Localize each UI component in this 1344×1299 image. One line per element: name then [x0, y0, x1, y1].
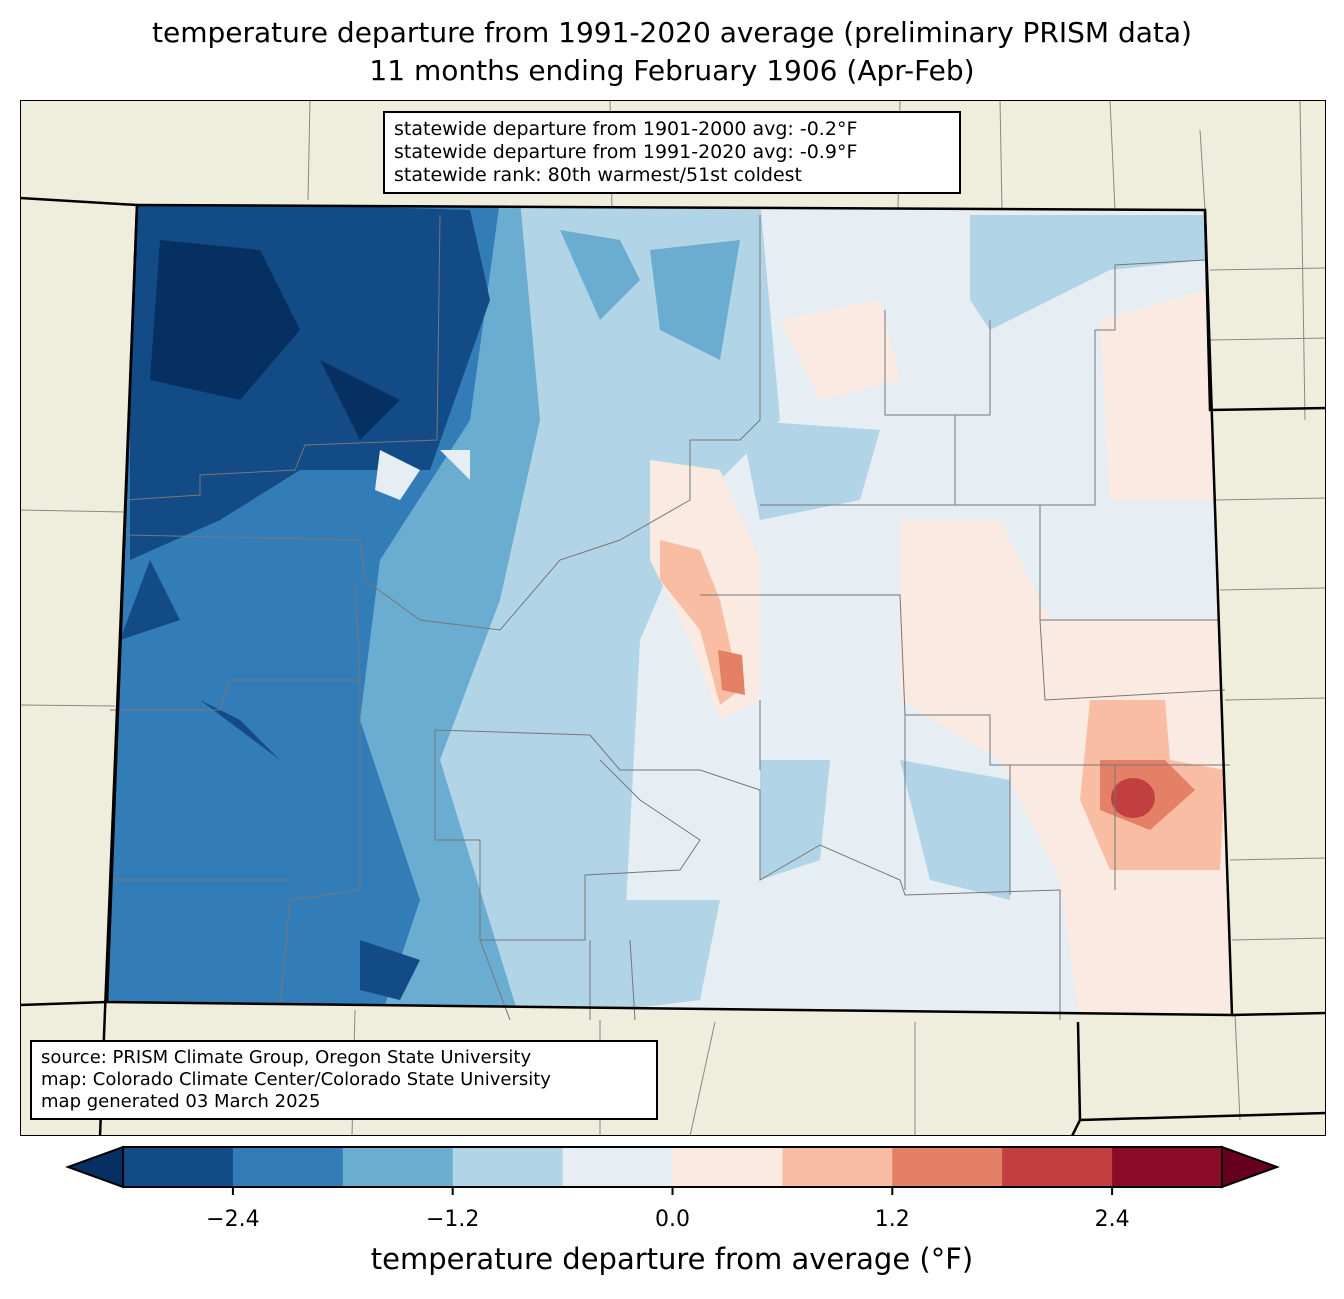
statewide-stats-box: statewide departure from 1901-2000 avg: … — [383, 111, 961, 194]
colorbar-bin — [1112, 1147, 1223, 1187]
colorbar-bin — [452, 1147, 564, 1187]
temperature-field — [107, 205, 1232, 1015]
colorbar-extend-high — [1221, 1145, 1280, 1189]
colorado-temperature-map — [20, 100, 1326, 1136]
stat-rank: statewide rank: 80th warmest/51st coldes… — [394, 164, 803, 186]
source-generated-date: map generated 03 March 2025 — [41, 1091, 321, 1112]
map-subtitle: 11 months ending February 1906 (Apr-Feb) — [369, 54, 975, 87]
colorbar-tick-label: 2.4 — [1094, 1207, 1130, 1232]
state-borders — [20, 196, 1326, 1136]
stat-departure-1901-2000: statewide departure from 1901-2000 avg: … — [394, 118, 858, 140]
source-prism: source: PRISM Climate Group, Oregon Stat… — [41, 1047, 532, 1068]
colorbar-bin — [672, 1147, 783, 1187]
colorbar-tick-label: −1.2 — [425, 1207, 480, 1232]
colorbar-bin — [1002, 1147, 1113, 1187]
colorbar-bin — [562, 1147, 673, 1187]
colorbar-tick-label: 0.0 — [655, 1207, 690, 1232]
colorbar-bin — [232, 1147, 344, 1187]
colorbar-extend-low — [65, 1145, 124, 1189]
colorbar-tick-label: 1.2 — [874, 1207, 910, 1232]
colorbar-label: temperature departure from average (°F) — [370, 1242, 974, 1276]
source-box: source: PRISM Climate Group, Oregon Stat… — [30, 1040, 658, 1120]
map-title: temperature departure from 1991-2020 ave… — [152, 16, 1192, 49]
colorbar-bin — [892, 1147, 1003, 1187]
source-map: map: Colorado Climate Center/Colorado St… — [41, 1069, 551, 1090]
colorbar-tick-label: −2.4 — [206, 1207, 260, 1232]
county-lines — [110, 214, 1230, 1021]
colorbar-bin — [123, 1147, 234, 1187]
stat-departure-1991-2020: statewide departure from 1991-2020 avg: … — [394, 141, 858, 163]
colorbar — [65, 1145, 1280, 1195]
colorbar-bin — [342, 1147, 454, 1187]
colorbar-bin — [782, 1147, 893, 1187]
